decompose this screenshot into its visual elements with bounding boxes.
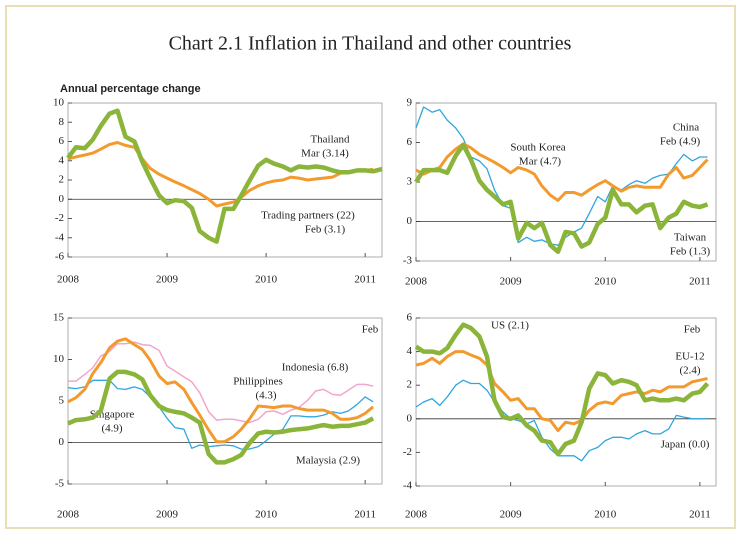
annotation: Feb [362, 324, 379, 336]
series-line [67, 379, 374, 450]
x-tick-label: 2011 [689, 509, 711, 521]
x-tick-label: 2010 [594, 509, 617, 521]
series-label: Trading partners (22) [261, 210, 355, 222]
subtitle: Annual percentage change [60, 83, 201, 95]
series-note: Feb (1.3) [670, 246, 711, 258]
series-label: South Korea [510, 142, 565, 154]
y-tick-label: 5 [59, 395, 65, 407]
series-note: Feb (3.1) [305, 224, 346, 236]
y-tick-label: 0 [407, 215, 413, 227]
y-tick-label: 2 [59, 174, 65, 186]
frame [5, 5, 736, 529]
series-line [414, 142, 709, 255]
y-tick-label: 9 [407, 97, 413, 109]
series-note: Feb (4.9) [660, 136, 701, 148]
plot-frame [415, 317, 717, 487]
y-tick-label: 0 [407, 412, 413, 424]
y-tick-label: 3 [407, 176, 413, 188]
x-tick-label: 2008 [405, 276, 428, 288]
x-tick-label: 2010 [255, 274, 278, 286]
y-tick-label: -2 [403, 446, 412, 458]
series-note: Mar (3.14) [301, 148, 349, 160]
series-label: Taiwan [674, 232, 707, 244]
x-tick-label: 2011 [354, 509, 376, 521]
x-tick-label: 2008 [57, 509, 80, 521]
series-label: China [673, 122, 699, 134]
series-label: US (2.1) [491, 320, 529, 332]
y-tick-label: 6 [407, 136, 413, 148]
x-tick-label: 2011 [354, 274, 376, 286]
x-tick-label: 2008 [405, 509, 428, 521]
series-line [67, 337, 375, 444]
x-tick-label: 2009 [500, 276, 523, 288]
x-tick-label: 2011 [689, 276, 711, 288]
y-tick-label: 10 [53, 97, 65, 109]
annotation: Feb [684, 324, 701, 336]
series-line [68, 341, 374, 424]
series-line [67, 369, 375, 465]
series-note: (2.4) [679, 365, 700, 377]
y-tick-label: 10 [53, 353, 65, 365]
y-tick-label: 6 [59, 135, 65, 147]
y-tick-label: -4 [403, 480, 413, 492]
x-tick-label: 2009 [156, 509, 179, 521]
y-tick-label: 0 [59, 436, 65, 448]
series-line [67, 141, 374, 208]
y-tick-label: 2 [407, 379, 413, 391]
series-line [415, 350, 708, 433]
series-note: (4.3) [255, 390, 276, 402]
y-tick-label: 15 [53, 312, 65, 324]
y-tick-label: 4 [59, 154, 65, 166]
y-tick-label: -5 [55, 478, 65, 490]
x-tick-label: 2009 [500, 509, 523, 521]
y-tick-label: -2 [55, 212, 64, 224]
series-line [414, 322, 710, 457]
y-tick-label: 6 [407, 312, 413, 324]
x-tick-label: 2009 [156, 274, 179, 286]
series-label: Philippines [233, 376, 283, 388]
series-note: Mar (4.7) [519, 156, 561, 168]
series-line [415, 379, 708, 462]
x-tick-label: 2010 [594, 276, 617, 288]
series-note: (4.9) [101, 423, 122, 435]
y-tick-label: -6 [55, 251, 65, 263]
y-tick-label: 4 [407, 345, 413, 357]
y-tick-label: -4 [55, 231, 65, 243]
series-label: Japan (0.0) [661, 439, 710, 451]
chart-title: Chart 2.1 Inflation in Thailand and othe… [169, 33, 572, 55]
series-label: Indonesia (6.8) [282, 362, 349, 374]
series-label: Thailand [310, 134, 350, 146]
series-line [66, 108, 383, 244]
y-tick-label: -3 [403, 255, 413, 267]
x-tick-label: 2008 [57, 274, 80, 286]
y-tick-label: 8 [59, 116, 65, 128]
series-label: EU-12 [675, 351, 704, 363]
series-label: Malaysia (2.9) [296, 455, 360, 467]
x-tick-label: 2010 [255, 509, 278, 521]
y-tick-label: 0 [59, 193, 65, 205]
